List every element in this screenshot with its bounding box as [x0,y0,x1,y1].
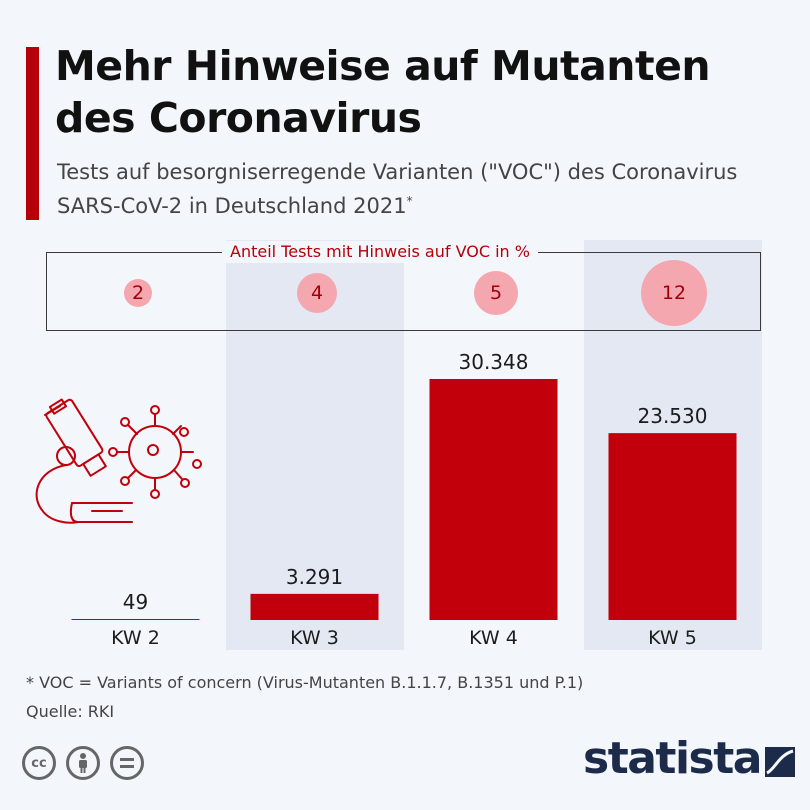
bars-layer: 49 KW 2 3.291 KW 3 30.348 KW 4 23.530 KW 5 [71,350,737,649]
value-label-kw3: 3.291 [286,565,343,589]
cc-icon[interactable]: cc [22,746,56,780]
subtitle-text: Tests auf besorgniserregende Varianten (… [57,160,738,218]
voc-bubble-kw3: 4 [297,273,337,313]
value-label-kw4: 30.348 [459,350,529,374]
nd-icon[interactable] [110,746,144,780]
category-label-kw4: KW 4 [469,627,518,649]
person-icon [79,753,87,773]
microscope-virus-icon [35,398,202,524]
subtitle-footnote-marker: * [406,194,413,208]
voc-share-label: Anteil Tests mit Hinweis auf VOC in % [222,241,538,263]
footnote: * VOC = Variants of concern (Virus-Mutan… [26,673,584,692]
category-label-kw3: KW 3 [290,627,339,649]
equals-icon [120,758,134,768]
bar-kw2 [71,619,200,620]
chart-title: Mehr Hinweise auf Mutanten des Coronavir… [55,42,711,142]
statista-logo-icon [764,747,795,777]
statista-wordmark: statista [583,733,762,784]
bar-kw4 [429,379,558,620]
chart-subtitle: Tests auf besorgniserregende Varianten (… [57,158,777,221]
source-note: Quelle: RKI [26,702,115,721]
value-label-kw5: 23.530 [638,404,708,428]
voc-bubble-kw2: 2 [124,279,152,307]
title-accent-bar [26,47,39,220]
license-badges: cc [22,746,144,780]
statista-logo[interactable]: statista [583,734,795,784]
by-icon[interactable] [66,746,100,780]
value-label-kw2: 49 [123,590,148,614]
bar-kw3 [250,593,379,620]
voc-bubble-kw4: 5 [474,271,518,315]
category-label-kw2: KW 2 [111,627,160,649]
category-label-kw5: KW 5 [648,627,697,649]
voc-bubble-kw5: 12 [641,260,707,326]
bar-kw5 [608,433,737,620]
